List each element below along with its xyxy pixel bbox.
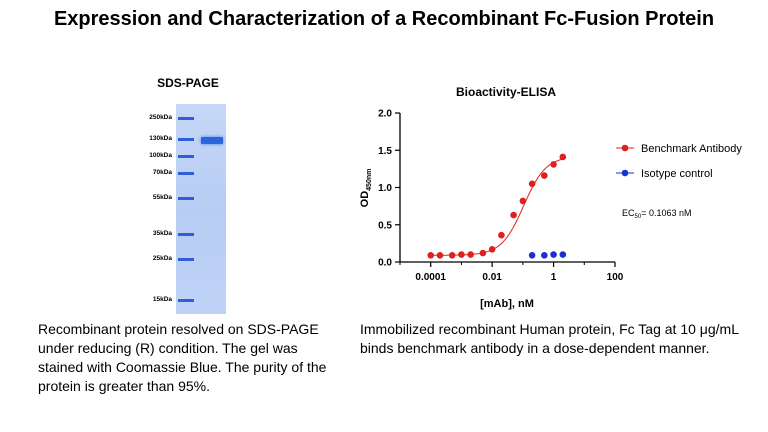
data-point-benchmark-antibody [519,197,527,205]
y-axis-label-sub: 450nm [366,169,373,191]
y-tick-label: 1.0 [378,183,392,194]
mw-label-55: 55kDa [152,194,172,201]
x-axis-label: [mAb], nM [480,298,534,310]
gel-caption: Recombinant protein resolved on SDS-PAGE… [38,321,327,394]
data-point-benchmark-antibody [559,153,567,161]
ladder-band-55 [178,197,194,200]
y-tick-label: 2.0 [378,109,392,120]
x-tick-label: 1 [551,272,557,283]
mw-label-250: 250kDa [149,114,172,121]
data-point-benchmark-antibody [436,251,444,259]
x-tick-label: 0.0001 [415,272,446,283]
data-point-benchmark-antibody [550,161,557,168]
mw-label-15: 15kDa [152,296,172,303]
data-point-benchmark-antibody [541,172,548,179]
ladder-band-130 [178,138,194,141]
ladder-band-25 [178,258,194,261]
sample-band [201,137,223,144]
data-point-benchmark-antibody [479,249,487,257]
data-point-isotype-control [559,251,567,258]
ladder-band-100 [178,155,194,158]
mw-label-130: 130kDa [149,135,172,142]
chart-title: Bioactivity-ELISA [456,85,556,99]
ladder-band-250 [178,117,194,120]
mw-label-35: 35kDa [152,230,172,237]
data-point-benchmark-antibody [498,231,505,239]
mw-label-25: 25kDa [152,255,172,262]
mw-label-100: 100kDa [149,152,172,159]
mw-label-70: 70kDa [152,169,172,176]
x-tick-label: 100 [607,272,624,283]
data-point-isotype-control [550,251,557,258]
data-point-benchmark-antibody [510,211,517,219]
data-point-benchmark-antibody [528,180,536,188]
y-axis-label: OD450nm [359,169,373,208]
data-point-isotype-control [528,251,536,259]
ec50-annotation: EC50= 0.1063 nM [622,208,692,220]
legend-marker-benchmark-antibody [621,144,629,152]
gel-title: SDS-PAGE [157,76,219,90]
ladder-band-70 [178,172,194,175]
data-point-benchmark-antibody [467,251,474,258]
ec50-sub: 50 [635,214,642,220]
data-point-isotype-control [541,251,548,259]
y-tick-label: 0.5 [378,220,392,231]
legend-label-benchmark-antibody: Benchmark Antibody [641,143,742,155]
data-point-benchmark-antibody [488,246,496,253]
elisa-caption: Immobilized recombinant Human protein, F… [360,321,739,356]
page-title: Expression and Characterization of a Rec… [53,8,715,30]
y-axis-label-main: OD [359,191,371,208]
ladder-band-35 [178,233,194,236]
y-tick-label: 1.5 [378,146,392,157]
data-point-benchmark-antibody [448,251,456,259]
x-tick-label: 0.01 [482,272,502,283]
legend-label-isotype-control: Isotype control [641,168,713,180]
data-point-benchmark-antibody [427,251,435,259]
ec50-label: EC [622,208,635,218]
y-tick-label: 0.0 [378,258,392,269]
legend-marker-isotype-control [621,169,629,177]
ec50-value: = 0.1063 nM [641,208,691,218]
data-point-benchmark-antibody [458,251,465,258]
ladder-band-15 [178,299,194,302]
